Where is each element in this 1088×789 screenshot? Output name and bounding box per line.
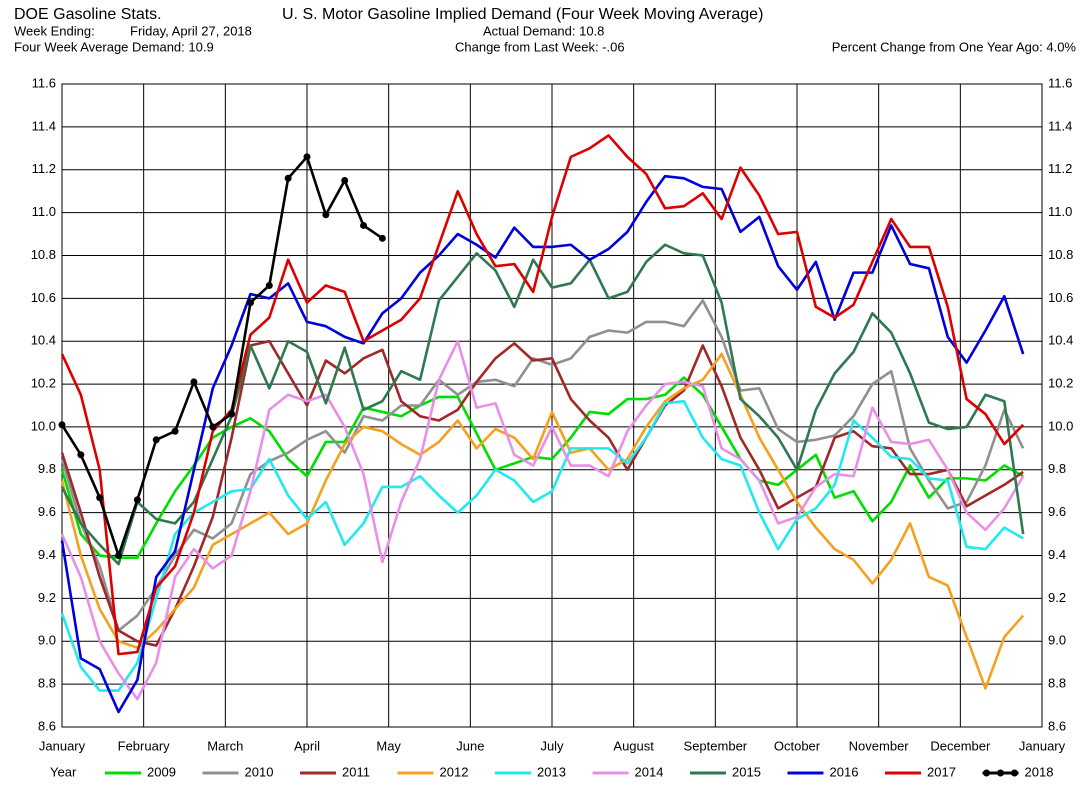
y2-tick-label: 10.4 — [1048, 333, 1073, 348]
y2-tick-label: 10.2 — [1048, 376, 1073, 391]
y2-tick-label: 11.4 — [1048, 118, 1072, 133]
series-marker — [322, 211, 330, 219]
x-tick-label: June — [456, 738, 484, 753]
series-marker — [246, 299, 254, 307]
y-tick-label: 11.0 — [32, 204, 56, 219]
y-tick-label: 10.2 — [31, 376, 56, 391]
y2-tick-label: 9.0 — [1048, 633, 1066, 648]
x-tick-label: March — [207, 738, 243, 753]
legend-label: 2015 — [732, 764, 761, 779]
legend-label: 2009 — [147, 764, 176, 779]
week-ending-label: Week Ending: — [14, 23, 95, 38]
series-marker — [265, 281, 273, 289]
y-tick-label: 11.4 — [32, 118, 56, 133]
chart-title: U. S. Motor Gasoline Implied Demand (Fou… — [282, 6, 763, 23]
series-line — [60, 243, 1025, 566]
series-marker — [190, 378, 198, 386]
y2-tick-label: 10.6 — [1048, 290, 1073, 305]
series-line — [60, 399, 1024, 692]
x-tick-label: January — [1019, 738, 1066, 753]
y2-tick-label: 8.8 — [1048, 676, 1066, 691]
x-tick-label: October — [774, 738, 821, 753]
legend-label: 2018 — [1025, 764, 1054, 779]
series-marker — [115, 552, 123, 560]
week-ending: Friday, April 27, 2018 — [130, 23, 252, 38]
y2-tick-label: 9.8 — [1048, 461, 1066, 476]
x-tick-label: January — [39, 738, 86, 753]
x-tick-label: December — [930, 738, 991, 753]
y2-tick-label: 9.2 — [1048, 590, 1066, 605]
legend-label: 2016 — [830, 764, 859, 779]
y-tick-label: 8.6 — [38, 718, 56, 733]
legend-marker — [997, 769, 1004, 777]
series-line — [60, 299, 1025, 632]
x-tick-label: August — [613, 738, 654, 753]
y2-tick-label: 11.0 — [1048, 204, 1072, 219]
series-line — [60, 352, 1025, 690]
y-tick-label: 9.2 — [38, 590, 56, 605]
legend-label: 2010 — [245, 764, 274, 779]
series-line — [60, 376, 1024, 559]
y2-tick-label: 10.0 — [1048, 418, 1073, 433]
x-tick-label: May — [376, 738, 401, 753]
x-tick-label: April — [294, 738, 320, 753]
y-tick-label: 9.8 — [38, 461, 56, 476]
legend-label: 2014 — [635, 764, 664, 779]
series-marker — [171, 427, 179, 435]
y2-tick-label: 11.2 — [1048, 161, 1072, 176]
legend-label: 2013 — [537, 764, 566, 779]
average-demand: Four Week Average Demand: 10.9 — [14, 39, 214, 54]
series-marker — [152, 436, 160, 444]
series-marker — [360, 221, 368, 229]
series-line — [60, 155, 384, 557]
x-tick-label: November — [849, 738, 910, 753]
series-marker — [209, 423, 217, 431]
change-week: Change from Last Week: -.06 — [455, 39, 625, 54]
y-tick-label: 9.4 — [38, 547, 56, 562]
x-tick-label: September — [684, 738, 748, 753]
legend-title: Year — [50, 764, 77, 779]
y2-tick-label: 9.6 — [1048, 504, 1066, 519]
series-marker — [378, 234, 386, 242]
legend-marker — [983, 769, 990, 777]
series-line — [60, 339, 1025, 701]
y-tick-label: 10.0 — [31, 418, 56, 433]
legend-label: 2011 — [342, 764, 370, 779]
y-tick-label: 8.8 — [38, 676, 56, 691]
y-tick-label: 11.2 — [32, 161, 56, 176]
legend-label: 2017 — [927, 764, 956, 779]
y-tick-label: 11.6 — [32, 75, 56, 90]
series-marker — [303, 153, 311, 161]
header-name: DOE Gasoline Stats. — [14, 6, 162, 23]
series-marker — [133, 496, 141, 504]
change-year: Percent Change from One Year Ago: 4.0% — [832, 39, 1077, 54]
y-tick-label: 9.6 — [38, 504, 56, 519]
y-tick-label: 10.8 — [31, 247, 56, 262]
y-tick-label: 10.6 — [31, 290, 56, 305]
y2-tick-label: 10.8 — [1048, 247, 1073, 262]
actual-demand: Actual Demand: 10.8 — [483, 23, 604, 38]
y2-tick-label: 8.6 — [1048, 718, 1066, 733]
plot-frame — [61, 83, 1043, 728]
series-marker — [228, 410, 236, 418]
series-marker — [284, 174, 292, 182]
x-tick-label: July — [540, 738, 564, 753]
y2-tick-label: 9.4 — [1048, 547, 1066, 562]
y-tick-label: 9.0 — [38, 633, 56, 648]
legend-marker — [1011, 769, 1018, 777]
x-tick-label: February — [118, 738, 171, 753]
y-tick-label: 10.4 — [31, 333, 56, 348]
series-line — [60, 174, 1025, 714]
y2-tick-label: 11.6 — [1048, 75, 1072, 90]
series-marker — [77, 451, 85, 459]
legend-label: 2012 — [440, 764, 469, 779]
series-marker — [58, 421, 66, 429]
series-marker — [341, 176, 349, 184]
series-marker — [96, 494, 104, 502]
